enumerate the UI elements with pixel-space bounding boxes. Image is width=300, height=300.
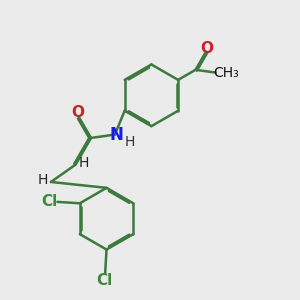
- Text: Cl: Cl: [96, 273, 113, 288]
- Text: Cl: Cl: [41, 194, 58, 209]
- Text: CH₃: CH₃: [214, 66, 239, 80]
- Text: H: H: [79, 156, 89, 170]
- Text: H: H: [37, 173, 48, 187]
- Text: O: O: [71, 105, 84, 120]
- Text: H: H: [124, 135, 135, 149]
- Text: O: O: [200, 41, 213, 56]
- Text: N: N: [109, 126, 123, 144]
